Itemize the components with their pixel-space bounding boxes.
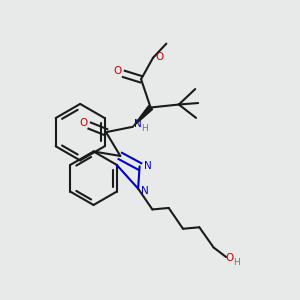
Text: O: O [226, 253, 234, 263]
Text: O: O [79, 118, 87, 128]
Text: N: N [144, 161, 152, 171]
Polygon shape [133, 106, 153, 127]
Text: O: O [113, 66, 122, 76]
Text: H: H [233, 258, 240, 267]
Text: N: N [134, 119, 142, 129]
Text: O: O [155, 52, 164, 62]
Text: H: H [141, 124, 148, 133]
Text: N: N [141, 186, 149, 196]
